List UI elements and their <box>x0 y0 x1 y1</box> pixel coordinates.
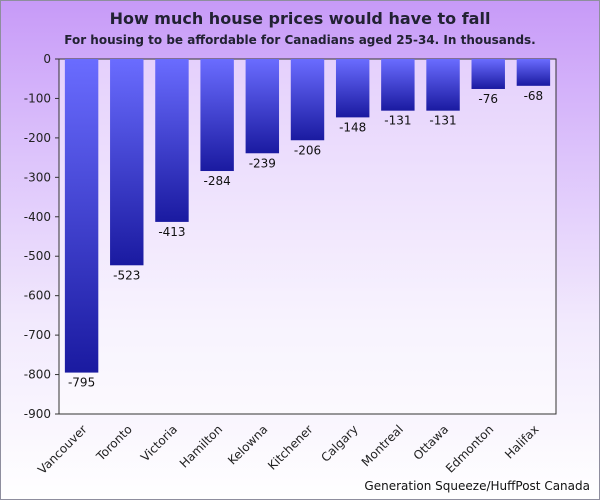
x-tick-label: Halifax <box>502 422 541 461</box>
y-tick-label: -800 <box>24 368 51 382</box>
x-tick-label: Kitchener <box>265 422 316 473</box>
bar-value-label: -413 <box>158 225 185 239</box>
y-tick-label: -600 <box>24 289 51 303</box>
y-tick-label: -300 <box>24 170 51 184</box>
bar <box>335 59 370 118</box>
x-tick-label: Vancouver <box>35 422 90 477</box>
bar <box>200 59 234 172</box>
bar-value-label: -795 <box>68 376 95 390</box>
bar-value-label: -206 <box>294 143 321 157</box>
bar-value-label: -239 <box>249 156 276 170</box>
bar <box>110 59 144 266</box>
x-tick-label: Toronto <box>93 422 135 464</box>
bar <box>155 59 189 222</box>
chart-subtitle: For housing to be affordable for Canadia… <box>64 33 536 47</box>
bar <box>245 59 280 154</box>
bar-value-label: -148 <box>339 120 366 134</box>
bar <box>516 59 551 86</box>
y-tick-label: -400 <box>24 210 51 224</box>
bar-value-label: -131 <box>429 114 456 128</box>
y-tick-label: -700 <box>24 328 51 342</box>
x-tick-label: Calgary <box>318 422 360 464</box>
x-tick-label: Ottawa <box>411 422 452 463</box>
source-note: Generation Squeeze/HuffPost Canada <box>364 479 590 493</box>
bar <box>381 59 415 111</box>
y-tick-label: -200 <box>24 131 51 145</box>
bar-value-label: -68 <box>524 89 544 103</box>
bar <box>426 59 460 111</box>
bar <box>64 59 99 373</box>
y-tick-label: -900 <box>24 407 51 421</box>
y-tick-label: 0 <box>43 52 51 66</box>
bar <box>290 59 325 141</box>
bar-value-label: -523 <box>113 268 140 282</box>
x-tick-label: Montreal <box>359 422 406 469</box>
y-tick-label: -100 <box>24 91 51 105</box>
bar-value-label: -76 <box>478 92 498 106</box>
bar <box>471 59 505 89</box>
chart-title: How much house prices would have to fall <box>109 9 491 28</box>
x-tick-label: Hamilton <box>177 422 225 470</box>
x-tick-label: Edmonton <box>443 422 496 475</box>
x-tick-label: Victoria <box>138 422 180 464</box>
bar-value-label: -131 <box>384 114 411 128</box>
y-tick-label: -500 <box>24 249 51 263</box>
bar-value-label: -284 <box>204 174 231 188</box>
x-tick-label: Kelowna <box>225 422 270 467</box>
